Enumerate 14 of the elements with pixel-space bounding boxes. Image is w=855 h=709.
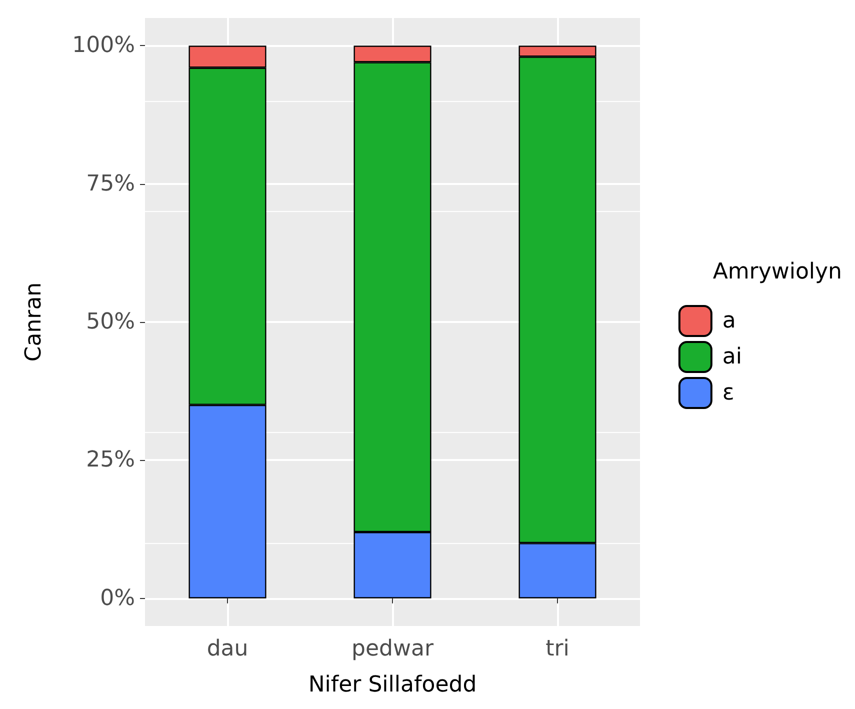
x-tick-label: pedwar [352,636,434,662]
legend-label: ai [722,344,742,370]
legend-label: ɛ [722,380,734,406]
y-tick-label: 75% [86,171,135,196]
legend-label: a [722,308,736,334]
legend-title: Amrywiolyn [712,260,842,284]
y-tick-label: 25% [86,448,135,473]
x-tick-label: dau [206,636,248,662]
y-tick-label: 0% [100,586,135,611]
y-axis-title: Canran [22,282,46,362]
x-axis-title: Nifer Sillafoedd [308,672,477,698]
y-tick-label: 100% [72,33,135,58]
y-tick-label: 50% [86,310,135,334]
x-tick-label: tri [546,636,570,662]
